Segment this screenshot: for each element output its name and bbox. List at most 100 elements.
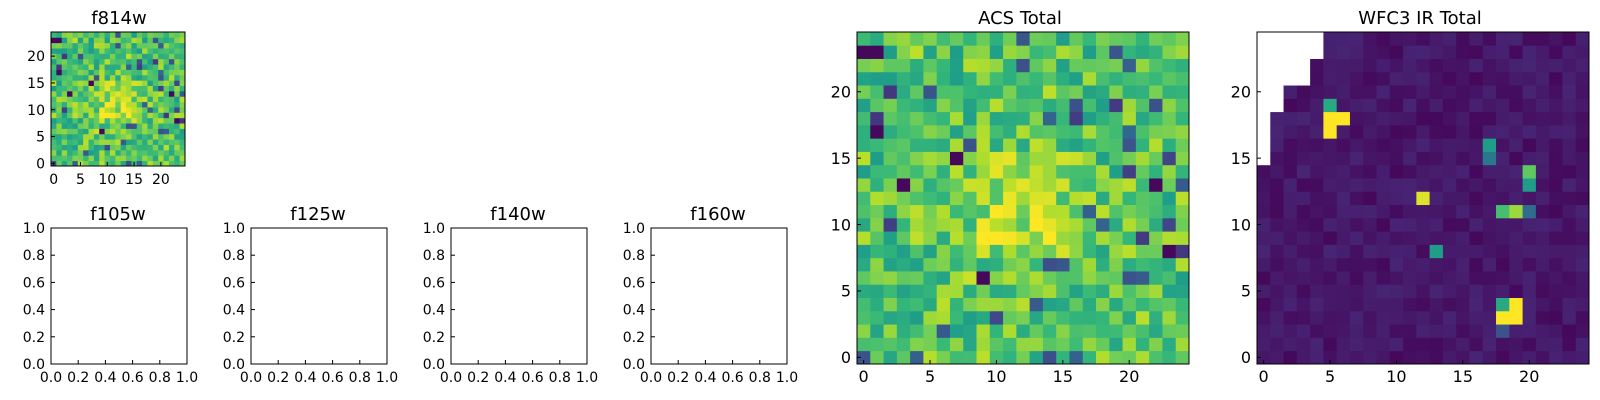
heatmap-cell [163, 69, 170, 76]
x-tick-label: 0.6 [721, 370, 743, 386]
heatmap-cell [147, 107, 154, 113]
heatmap-cells [857, 32, 1190, 365]
heatmap-cell [77, 112, 84, 119]
heatmap-cell [104, 139, 111, 145]
heatmap-cell [163, 48, 170, 54]
heatmap-cell [147, 128, 154, 135]
heatmap-cell [1096, 85, 1110, 99]
heatmap-cell [93, 133, 100, 140]
heatmap-cell [1416, 124, 1431, 139]
heatmap-cell [1042, 98, 1057, 113]
heatmap-cell [1109, 257, 1123, 272]
heatmap-cell [83, 85, 89, 92]
heatmap-cell [923, 231, 938, 245]
heatmap-cell [147, 149, 154, 156]
heatmap-cell [142, 160, 148, 167]
heatmap-cell [131, 85, 138, 92]
heatmap-cell [1482, 191, 1497, 206]
heatmap-cell [152, 128, 159, 135]
heatmap-cell [163, 123, 170, 129]
heatmap-cell [1296, 297, 1311, 312]
heatmap-cell [1082, 191, 1097, 206]
heatmap-cell [1549, 138, 1563, 152]
heatmap-cell [136, 117, 143, 124]
heatmap-cell [136, 85, 143, 92]
heatmap-cell [1403, 257, 1417, 272]
heatmap-cell [1283, 191, 1298, 206]
heatmap-cell [72, 53, 79, 60]
heatmap-cell [109, 155, 116, 162]
heatmap-cell [1016, 111, 1031, 126]
heatmap-cell [896, 111, 911, 126]
heatmap-cell [1349, 98, 1364, 113]
heatmap-cell [158, 53, 164, 60]
heatmap-cell [1549, 98, 1563, 113]
heatmap-cell [56, 160, 63, 167]
heatmap-cell [1283, 85, 1298, 99]
heatmap-cell [1323, 217, 1338, 232]
heatmap-cell [1135, 244, 1150, 259]
heatmap-cell [131, 48, 138, 54]
heatmap-cell [896, 297, 911, 312]
heatmap-cell [168, 32, 175, 38]
heatmap-cell [1149, 217, 1163, 232]
heatmap-cell [1469, 297, 1484, 312]
heatmap-cell [109, 149, 116, 156]
heatmap-cell [1296, 71, 1311, 86]
heatmap-cell [1509, 32, 1523, 46]
heatmap-cell [989, 98, 1004, 113]
heatmap-cell [896, 324, 911, 338]
heatmap-cell [56, 96, 63, 103]
heatmap-cell [1535, 32, 1550, 46]
heatmap-cell [1149, 71, 1163, 86]
heatmap-cell [1575, 297, 1590, 312]
heatmap-cell [147, 90, 154, 97]
heatmap-cell [1336, 337, 1351, 352]
heatmap-cell [1149, 85, 1163, 99]
heatmap-cell [910, 297, 924, 312]
heatmap-cell [1029, 271, 1044, 285]
heatmap-cell [1042, 257, 1057, 272]
heatmap-cell [1296, 271, 1311, 285]
heatmap-cell [1522, 271, 1537, 285]
heatmap-cell [126, 149, 132, 156]
axes-frame [250, 227, 388, 365]
heatmap-cell [1469, 178, 1484, 192]
heatmap-cell [923, 45, 938, 59]
heatmap-cell [1535, 124, 1550, 139]
heatmap-cell [1482, 164, 1497, 179]
heatmap-cell [1149, 257, 1163, 272]
heatmap-cell [936, 217, 951, 232]
heatmap-cell [152, 149, 159, 156]
heatmap-cell [83, 58, 89, 65]
heatmap-cell [949, 138, 964, 152]
x-tick-label: 0.4 [94, 370, 116, 386]
heatmap-cell [1016, 58, 1031, 73]
heatmap-cell [1082, 124, 1097, 139]
heatmap-cell [142, 128, 148, 135]
heatmap-cell [1096, 178, 1110, 192]
heatmap-cell [67, 58, 73, 65]
heatmap-cell [93, 42, 100, 49]
heatmap-cell [910, 151, 924, 166]
heatmap-cell [1522, 217, 1537, 232]
heatmap-cell [1257, 350, 1271, 365]
heatmap-cell [949, 337, 964, 352]
heatmap-cell [857, 350, 871, 365]
heatmap-cell [1003, 45, 1017, 59]
heatmap-cell [83, 48, 89, 54]
heatmap-cell [1469, 231, 1484, 245]
heatmap-cell [104, 144, 111, 151]
heatmap-cell [1349, 32, 1364, 46]
heatmap-cell [1082, 45, 1097, 59]
heatmap-cell [174, 144, 181, 151]
heatmap-cell [1122, 350, 1137, 365]
heatmap-cell [88, 133, 95, 140]
heatmap-cell [1416, 98, 1431, 113]
heatmap-cell [1283, 178, 1298, 192]
heatmap-cell [67, 155, 73, 162]
heatmap-cell [168, 80, 175, 86]
heatmap-cell [1336, 111, 1351, 126]
heatmap-cell [1175, 271, 1190, 285]
